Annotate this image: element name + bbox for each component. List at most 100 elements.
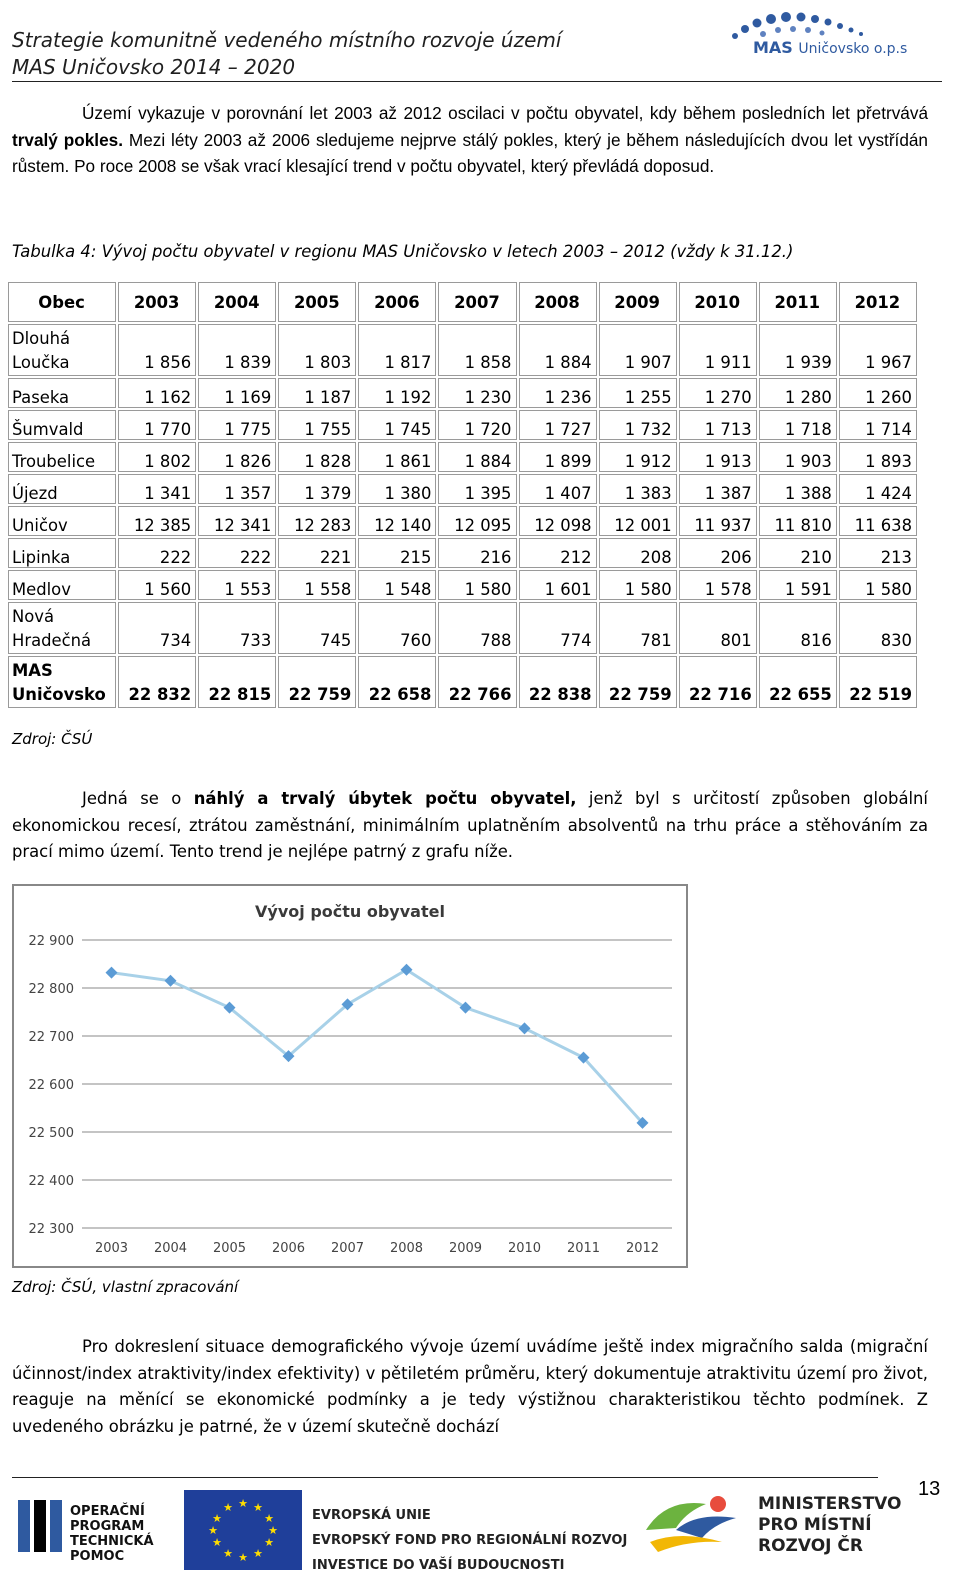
population-cell: 208	[598, 538, 677, 568]
x-tick-label: 2006	[272, 1241, 305, 1256]
data-point-marker	[341, 998, 354, 1011]
population-cell: 801	[678, 602, 757, 654]
para1-text-1: Území vykazuje v porovnání let 2003 až 2…	[82, 103, 928, 123]
table-row: Uničov 12 385 12 341 12 283 12 140 12 095 12 0…	[8, 506, 917, 536]
population-cell: 1 828	[278, 442, 357, 472]
population-cell: 12 385	[118, 506, 197, 536]
para1-bold: trvalý pokles.	[12, 129, 123, 150]
eu-line-3: INVESTICE DO VAŠÍ BUDOUCNOSTI	[312, 1558, 565, 1573]
table-row: Lipinka 222 222 221 215 216 212 208 206 210 213	[8, 538, 917, 568]
column-header-year: 2012	[838, 282, 917, 322]
paragraph-decline: Jedná se o náhlý a trvalý úbytek počtu o…	[12, 786, 928, 866]
population-cell: 1 713	[678, 410, 757, 440]
para2-text-1: Jedná se o	[82, 789, 194, 808]
population-cell: 733	[198, 602, 277, 654]
svg-text:★: ★	[264, 1512, 274, 1525]
x-tick-label: 2009	[449, 1241, 482, 1256]
population-cell: 1 580	[838, 570, 917, 600]
municipality-name: Lipinka	[8, 538, 117, 568]
population-cell: 1 856	[118, 324, 197, 376]
population-cell: 1 884	[518, 324, 597, 376]
svg-text:★: ★	[238, 1497, 248, 1510]
population-cell: 22 519	[838, 656, 917, 708]
data-point-marker	[400, 963, 413, 976]
svg-text:★: ★	[212, 1512, 222, 1525]
svg-text:★: ★	[253, 1547, 263, 1560]
mmr-line-1: MINISTERSTVO	[758, 1494, 902, 1514]
table-row: Šumvald 1 770 1 775 1 755 1 745 1 720 1 727 1 7…	[8, 410, 917, 440]
population-cell: 1 357	[198, 474, 277, 504]
x-tick-label: 2011	[567, 1241, 600, 1256]
table-row: Troubelice 1 802 1 826 1 828 1 861 1 884 1 899…	[8, 442, 917, 472]
population-cell: 1 387	[678, 474, 757, 504]
svg-text:★: ★	[238, 1551, 248, 1564]
data-point-marker	[518, 1022, 531, 1035]
x-tick-label: 2008	[390, 1241, 423, 1256]
municipality-name: Medlov	[8, 570, 117, 600]
population-cell: 1 558	[278, 570, 357, 600]
population-cell: 22 716	[678, 656, 757, 708]
data-point-marker	[636, 1116, 649, 1129]
population-cell: 816	[758, 602, 837, 654]
population-cell: 1 578	[678, 570, 757, 600]
municipality-name: Šumvald	[8, 410, 117, 440]
population-cell: 1 553	[198, 570, 277, 600]
population-cell: 22 759	[278, 656, 357, 708]
population-cell: 1 770	[118, 410, 197, 440]
data-point-marker	[459, 1001, 472, 1014]
svg-text:★: ★	[223, 1501, 233, 1514]
population-cell: 1 893	[838, 442, 917, 472]
population-cell: 830	[838, 602, 917, 654]
population-cell: 1 380	[358, 474, 437, 504]
population-table: Obec 2003 2004 2005 2006 2007 2008 2009 2010 2011…	[6, 280, 919, 710]
x-tick-label: 2005	[213, 1241, 246, 1256]
population-cell: 1 720	[438, 410, 517, 440]
population-cell: 1 162	[118, 378, 197, 408]
population-cell: 1 775	[198, 410, 277, 440]
population-cell: 22 815	[198, 656, 277, 708]
population-cell: 1 580	[598, 570, 677, 600]
municipality-name-line: Medlov	[12, 580, 71, 599]
population-cell: 22 838	[518, 656, 597, 708]
op-technicka-pomoc-logo: OPERAČNÍ PROGRAM TECHNICKÁ POMOC	[12, 1490, 162, 1570]
population-cell: 22 658	[358, 656, 437, 708]
population-cell: 1 379	[278, 474, 357, 504]
para1-text-2: Mezi léty 2003 až 2006 sledujeme nejprve…	[12, 129, 928, 177]
population-cell: 11 638	[838, 506, 917, 536]
population-cell: 1 732	[598, 410, 677, 440]
column-header-obec: Obec	[8, 282, 117, 322]
population-cell: 1 913	[678, 442, 757, 472]
population-cell: 22 759	[598, 656, 677, 708]
population-cell: 213	[838, 538, 917, 568]
op-logo-icon	[18, 1500, 62, 1552]
chart-title: Vývoj počtu obyvatel	[255, 902, 445, 921]
population-cell: 12 140	[358, 506, 437, 536]
svg-text:★: ★	[223, 1547, 233, 1560]
data-point-marker	[105, 966, 118, 979]
population-cell: 222	[118, 538, 197, 568]
x-tick-label: 2010	[508, 1241, 541, 1256]
population-cell: 1 383	[598, 474, 677, 504]
column-header-year: 2004	[198, 282, 277, 322]
eu-line-1: EVROPSKÁ UNIE	[312, 1508, 431, 1523]
population-cell: 1 169	[198, 378, 277, 408]
population-cell: 734	[118, 602, 197, 654]
table-row: Paseka 1 162 1 169 1 187 1 192 1 230 1 236 1 25…	[8, 378, 917, 408]
x-tick-label: 2004	[154, 1241, 187, 1256]
population-cell: 774	[518, 602, 597, 654]
population-cell: 210	[758, 538, 837, 568]
municipality-name: Troubelice	[8, 442, 117, 472]
population-cell: 1 745	[358, 410, 437, 440]
municipality-name-line: Šumvald	[12, 420, 84, 439]
table-header-row: Obec 2003 2004 2005 2006 2007 2008 2009 2010 2011…	[8, 282, 917, 322]
y-tick-label: 22 900	[29, 934, 75, 949]
population-cell: 12 098	[518, 506, 597, 536]
eu-flag-icon: ★ ★ ★ ★ ★ ★ ★ ★ ★ ★ ★ ★	[184, 1490, 302, 1570]
column-header-year: 2009	[598, 282, 677, 322]
table-source: Zdroj: ČSÚ	[12, 730, 93, 748]
table-row: Újezd 1 341 1 357 1 379 1 380 1 395 1 407 1 383…	[8, 474, 917, 504]
svg-text:★: ★	[208, 1524, 218, 1537]
mmr-line-2: PRO MÍSTNÍ	[758, 1515, 872, 1535]
svg-text:★: ★	[212, 1536, 222, 1549]
municipality-name-line: Uničov	[12, 516, 68, 535]
